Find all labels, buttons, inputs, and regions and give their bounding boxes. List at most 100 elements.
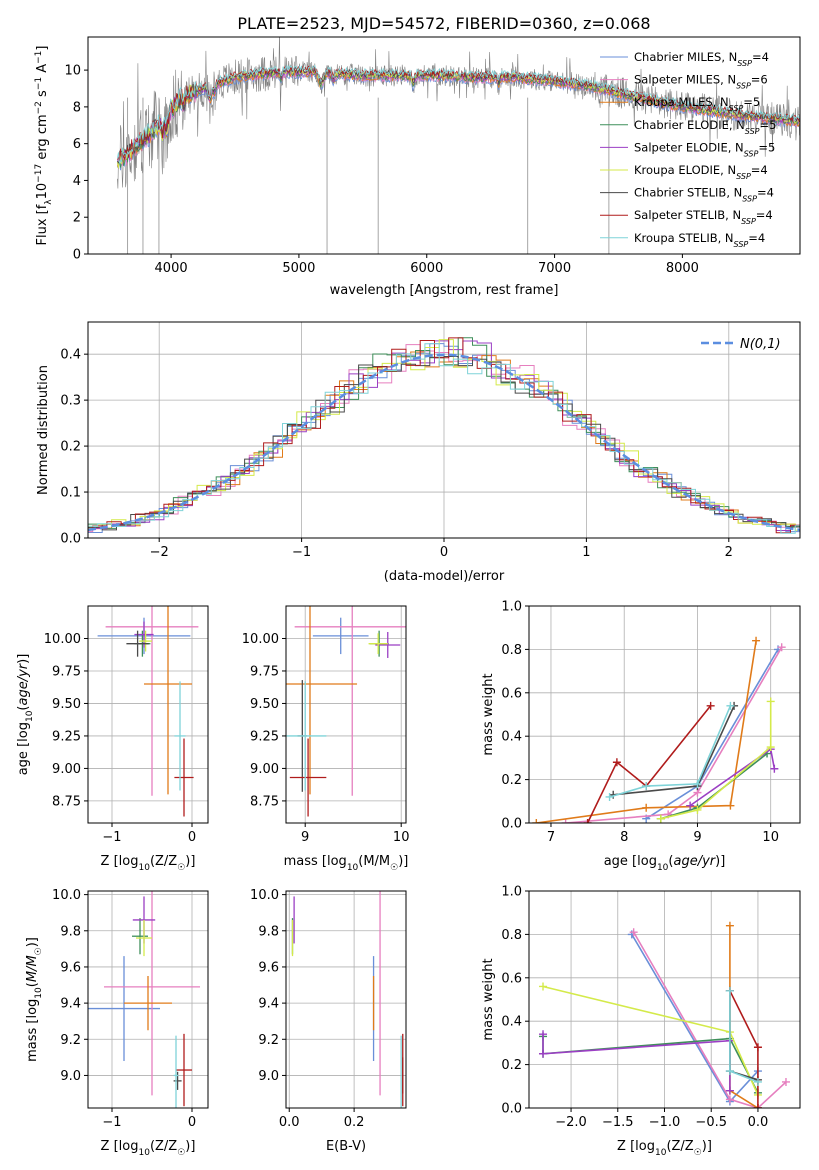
x-tick-label: −2.0 — [555, 1115, 587, 1130]
label-part: (Z/Z — [150, 854, 177, 869]
legend-entry: Chabrier MILES, NSSP=4 — [634, 50, 769, 68]
legend-entry: N(0,1) — [740, 337, 781, 352]
legend-entry: Kroupa ELODIE, NSSP=4 — [634, 163, 768, 181]
label-part: SSP — [736, 172, 751, 181]
y-tick-label: 10.0 — [52, 888, 81, 903]
y-axis-label: age [log10(age/yr)] — [16, 654, 35, 776]
label-part: SSP — [741, 217, 756, 226]
label-part: −17 — [34, 164, 44, 183]
weight-marker — [539, 1049, 548, 1058]
label-part: Z [log — [101, 1139, 139, 1154]
plot-content — [117, 37, 800, 254]
y-tick-label: 0.6 — [501, 686, 522, 701]
weight-line — [729, 990, 759, 1083]
label-part: mass [log — [284, 854, 347, 869]
weight-line — [586, 705, 712, 823]
legend-entry: Salpeter ELODIE, NSSP=5 — [634, 140, 775, 158]
y-tick-label: 9.2 — [258, 1033, 279, 1048]
x-axis-label: Z [log10(Z/Z☉)] — [101, 1139, 196, 1158]
axes-frame — [285, 605, 407, 824]
label-part: =4 — [751, 163, 768, 177]
plot-content — [539, 921, 790, 1108]
y-tick-label: 0.2 — [501, 773, 522, 788]
weight-marker — [770, 764, 779, 773]
y-tick-label: 9.6 — [258, 960, 279, 975]
label-part: Flux [f — [35, 204, 50, 245]
weight-line — [631, 933, 759, 1103]
weight-marker — [561, 819, 570, 823]
axes-frame — [87, 36, 801, 255]
plot-content — [291, 891, 404, 1108]
label-part: Chabrier STELIB, N — [634, 186, 742, 200]
label-part: ( — [25, 982, 40, 987]
x-tick-label: 10 — [393, 830, 410, 845]
weight-marker — [656, 814, 665, 823]
weight-line — [729, 990, 759, 1108]
x-tick-label: 0.0 — [279, 1115, 300, 1130]
weight-line — [536, 640, 757, 823]
axes-residuals: −2 −1 0 1 2 0.0 0.1 0.2 0.3 0.4 N(0,1) (data-model)… — [36, 321, 801, 584]
plot-content — [88, 891, 200, 1108]
label-part: Salpeter MILES, N — [634, 73, 736, 87]
label-part: −1 — [34, 51, 44, 64]
x-axis-label: Z [log10(Z/Z☉)] — [101, 854, 196, 873]
label-part: s — [35, 90, 50, 101]
label-part: age [log — [604, 854, 657, 869]
x-tick-label: 0 — [188, 1115, 196, 1130]
weight-line — [645, 648, 779, 820]
label-part: Salpeter ELODIE, N — [634, 140, 744, 154]
y-axis-label: Normed distribution — [36, 365, 51, 495]
x-tick-label: 10 — [762, 830, 779, 845]
y-tick-label: 0.4 — [501, 1015, 522, 1030]
y-tick-label: 9.2 — [60, 1033, 81, 1048]
x-axis-label: wavelength [Angstrom, rest frame] — [330, 283, 559, 298]
weight-line — [613, 705, 735, 796]
label-part: mass weight — [481, 673, 496, 755]
plot-content — [97, 606, 199, 817]
weight-marker — [725, 1086, 734, 1095]
axes-mass_vs_Z: −1 09.09.29.49.69.810.0Z [log10(Z/Z☉)]mas… — [25, 888, 209, 1158]
legend-entry: Kroupa STELIB, NSSP=4 — [634, 231, 765, 249]
label-part: =5 — [758, 140, 775, 154]
axes-frame — [285, 890, 407, 1109]
y-tick-label: 9.8 — [258, 924, 279, 939]
weight-marker — [539, 1030, 548, 1039]
label-part: 10 — [657, 863, 669, 873]
label-part: (Z/Z — [150, 1139, 177, 1154]
x-tick-label: 0 — [440, 545, 448, 560]
y-tick-label: 0.8 — [501, 643, 522, 658]
label-part: 10 — [34, 987, 44, 999]
y-tick-label: 10.00 — [242, 632, 279, 647]
label-part: (Z/Z — [666, 1139, 693, 1154]
label-part: (M/M — [358, 854, 390, 869]
x-tick-label: 4000 — [155, 261, 188, 276]
y-tick-label: 9.50 — [250, 697, 279, 712]
label-part: 10 — [138, 863, 150, 873]
y-tick-label: 9.8 — [60, 924, 81, 939]
weight-marker — [781, 1077, 790, 1086]
label-part: SSP — [729, 104, 744, 113]
label-part: )] — [702, 1139, 712, 1154]
y-tick-label: 9.4 — [60, 997, 81, 1012]
label-part: =4 — [756, 208, 773, 222]
weight-marker — [725, 921, 734, 930]
label-part: λ — [44, 199, 54, 205]
x-tick-label: 2 — [725, 545, 733, 560]
x-tick-label: 0.0 — [748, 1115, 769, 1130]
grid — [88, 606, 208, 823]
label-part: )] — [398, 854, 408, 869]
label-part: Salpeter STELIB, N — [634, 208, 741, 222]
model-spectrum — [117, 64, 800, 165]
label-part: age [log — [16, 722, 31, 775]
label-part: SSP — [737, 59, 752, 68]
x-axis-label: Z [log10(Z/Z☉)] — [617, 1139, 712, 1158]
y-tick-label: 0.2 — [501, 1058, 522, 1073]
weight-marker — [686, 801, 695, 810]
label-part: Z [log — [617, 1139, 655, 1154]
label-part: )] — [715, 854, 725, 869]
y-tick-label: 0.4 — [60, 348, 81, 363]
weight-marker — [777, 643, 786, 652]
